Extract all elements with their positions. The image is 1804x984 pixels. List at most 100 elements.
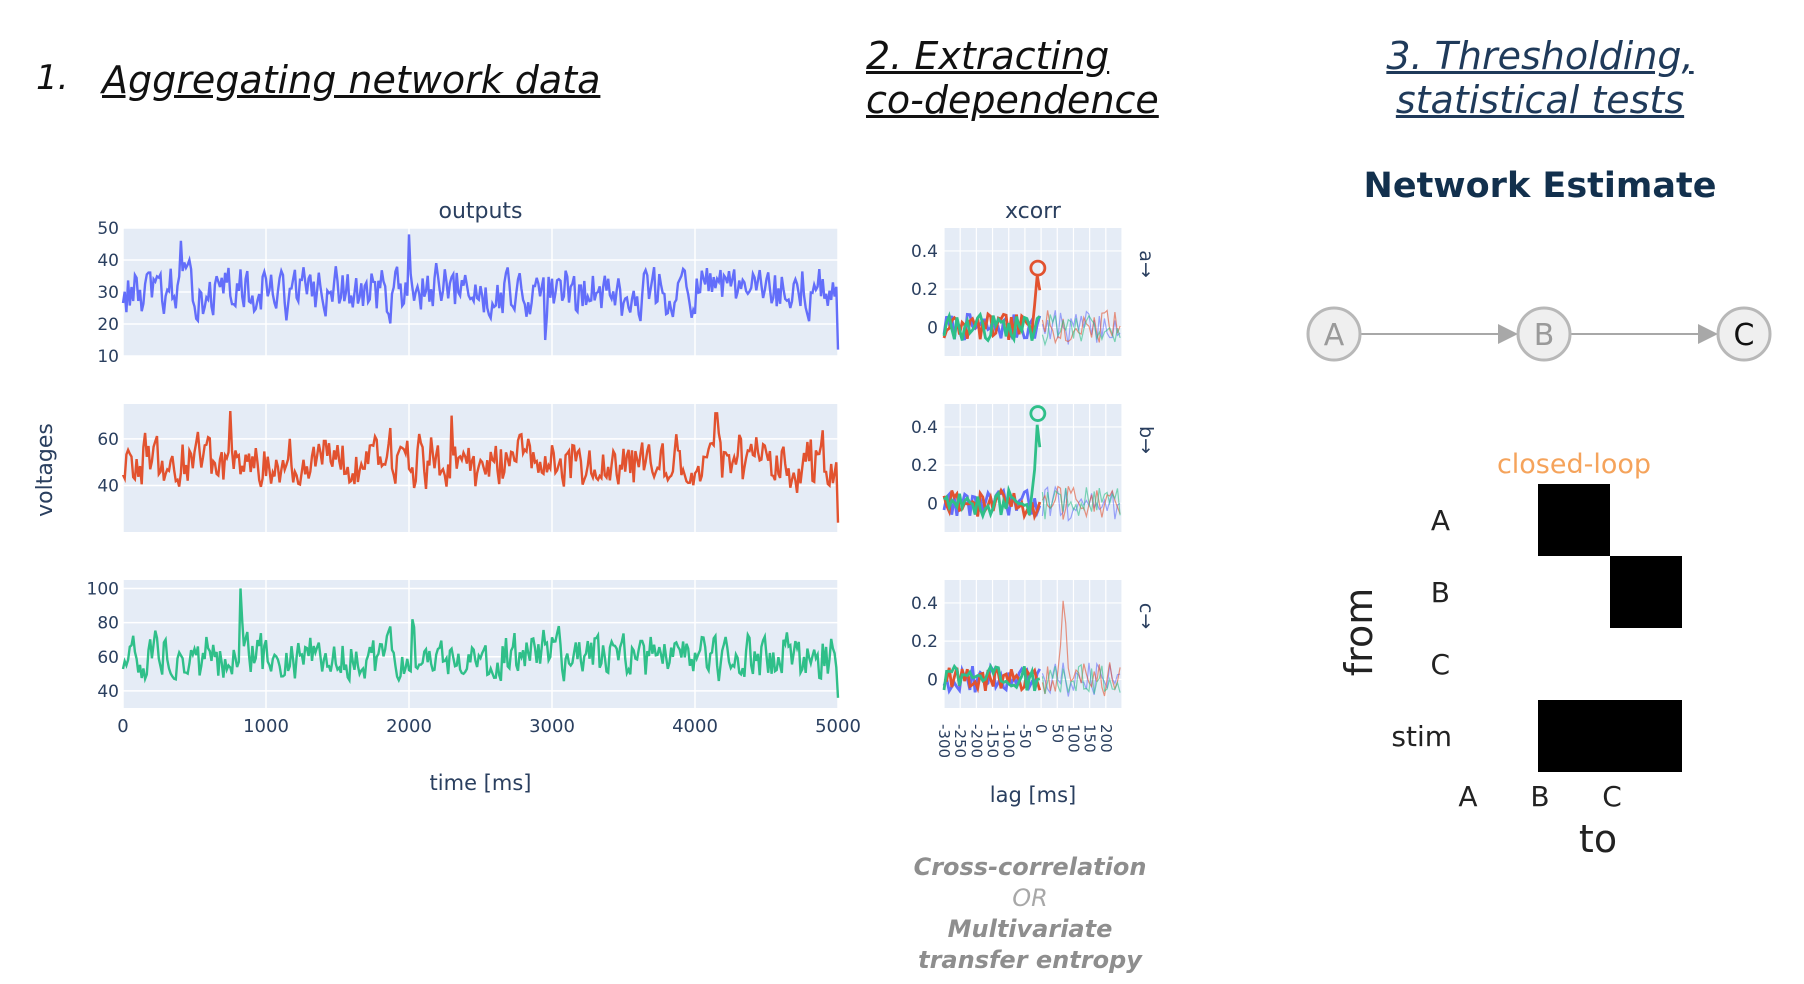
- y-tick-label: 0.2: [911, 280, 938, 300]
- y-tick-label: 0: [927, 318, 938, 338]
- y-tick-label: 20: [97, 315, 119, 335]
- step-1-title: Aggregating network data: [102, 58, 601, 102]
- x-tick-label: -300: [935, 724, 953, 758]
- outputs-panel-c-background: [123, 580, 838, 708]
- heatmap-cell-A-B: [1538, 484, 1610, 556]
- x-tick-label: 2000: [386, 716, 432, 737]
- xcorr-chart: xcorr 0 0.2 0.4 a→ 0 0.2 0.4 b→ 0 0.2 0.4 c→ -300-250…: [911, 199, 1157, 807]
- node-label-B: B: [1534, 318, 1555, 353]
- caption-multivariate: Multivariate: [947, 915, 1113, 943]
- voltage-trace-a: [121, 234, 840, 350]
- xcorr-trace-c-positive-lag: [1041, 663, 1121, 695]
- xcorr-trace-c: [942, 663, 1041, 692]
- x-tick-label: -250: [951, 724, 969, 758]
- y-tick-label: 0: [927, 494, 938, 514]
- y-tick-label: 0: [927, 670, 938, 690]
- heatmap-row-label: B: [1431, 576, 1450, 609]
- x-tick-label: 150: [1081, 724, 1099, 753]
- heatmap-cell-B-C: [1610, 556, 1682, 628]
- xcorr-trace-a-positive-lag: [1041, 485, 1121, 522]
- caption-or: OR: [1012, 884, 1048, 912]
- outputs-xlabel: time [ms]: [430, 771, 532, 795]
- step-2-line-2: co-dependence: [866, 78, 1159, 122]
- xcorr-row-label: c→: [1135, 603, 1157, 629]
- step-2-line-1: 2. Extracting: [866, 34, 1110, 78]
- x-tick-label: 5000: [815, 716, 861, 737]
- y-tick-label: 80: [97, 614, 119, 634]
- method-caption: Cross-correlation OR Multivariate transf…: [880, 852, 1180, 976]
- xcorr-trace-b-positive-lag: [1041, 600, 1121, 697]
- xcorr-row-label: a→: [1135, 250, 1157, 278]
- step-3-line-1: 3. Thresholding,: [1386, 34, 1694, 78]
- y-tick-label: 0.4: [911, 594, 938, 614]
- heatmap-row-label: A: [1431, 504, 1450, 537]
- voltage-trace-c: [121, 588, 840, 698]
- caption-transfer-entropy: transfer entropy: [918, 946, 1142, 974]
- y-tick-label: 0.4: [911, 418, 938, 438]
- step-2-title: 2. Extracting co-dependence: [866, 34, 1159, 122]
- network-graph: A B C: [1306, 306, 1772, 362]
- heatmap-row-label: stim: [1391, 720, 1452, 753]
- xcorr-row-label: b→: [1135, 426, 1157, 454]
- y-tick-label: 40: [97, 476, 119, 496]
- y-tick-label: 60: [97, 430, 119, 450]
- x-tick-label: -50: [1016, 724, 1034, 749]
- heatmap-cell-stim-B: [1538, 700, 1610, 772]
- x-tick-label: 4000: [672, 716, 718, 737]
- x-tick-label: -100: [1000, 724, 1018, 758]
- y-tick-label: 60: [97, 648, 119, 668]
- xcorr-trace-b: [942, 487, 1042, 522]
- y-tick-label: 10: [97, 347, 119, 367]
- x-tick-label: 0: [1032, 724, 1050, 734]
- heatmap-col-label: A: [1458, 780, 1477, 813]
- heatmap-xlabel: to: [1579, 817, 1617, 861]
- xcorr-peak-marker: [1029, 259, 1047, 277]
- network-estimate-title: Network Estimate: [1363, 166, 1717, 206]
- node-label-A: A: [1324, 318, 1345, 353]
- outputs-ylabel: voltages: [33, 423, 58, 517]
- x-tick-label: 50: [1048, 724, 1066, 743]
- heatmap-row-label: C: [1430, 648, 1450, 681]
- outputs-title: outputs: [438, 199, 522, 224]
- xcorr-xlabel: lag [ms]: [990, 783, 1077, 807]
- voltage-trace-b: [121, 410, 840, 523]
- node-label-C: C: [1734, 318, 1755, 353]
- step-3-title: 3. Thresholding, statistical tests: [1330, 34, 1750, 122]
- x-tick-label: 3000: [529, 716, 575, 737]
- y-tick-label: 40: [97, 682, 119, 702]
- x-tick-label: 100: [1064, 724, 1082, 753]
- heatmap-title: closed-loop: [1497, 449, 1651, 480]
- y-tick-label: 0.2: [911, 632, 938, 652]
- xcorr-peak-marker: [1029, 405, 1047, 422]
- xcorr-trace-c-positive-lag: [1041, 487, 1121, 520]
- xcorr-trace-b-positive-lag: [1041, 309, 1121, 345]
- node-A: [1306, 306, 1362, 362]
- heatmap-ylabel: from: [1337, 588, 1381, 676]
- y-tick-label: 0.2: [911, 456, 938, 476]
- caption-cross-correlation: Cross-correlation: [913, 853, 1147, 881]
- x-tick-label: 1000: [243, 716, 289, 737]
- xcorr-title: xcorr: [1005, 199, 1062, 224]
- xcorr-trace-a-positive-lag: [1041, 310, 1121, 345]
- xcorr-trace-c-positive-lag: [1041, 314, 1121, 347]
- heatmap-col-label: B: [1530, 780, 1549, 813]
- x-tick-label: -150: [984, 724, 1002, 758]
- heatmap-cell-stim-C: [1610, 700, 1682, 772]
- x-tick-label: 0: [117, 716, 128, 737]
- y-tick-label: 50: [97, 219, 119, 239]
- x-tick-label: -200: [967, 724, 985, 758]
- x-tick-label: 200: [1097, 724, 1115, 753]
- xcorr-trace-c: [943, 424, 1042, 520]
- heatmap-col-label: C: [1602, 780, 1622, 813]
- step-3-line-2: statistical tests: [1395, 78, 1685, 122]
- y-tick-label: 40: [97, 251, 119, 271]
- step-1-number: 1.: [36, 58, 69, 98]
- y-tick-label: 0.4: [911, 242, 938, 262]
- y-tick-label: 30: [97, 283, 119, 303]
- y-tick-label: 100: [87, 580, 119, 600]
- node-B: [1516, 306, 1572, 362]
- xcorr-trace-c: [942, 311, 1041, 344]
